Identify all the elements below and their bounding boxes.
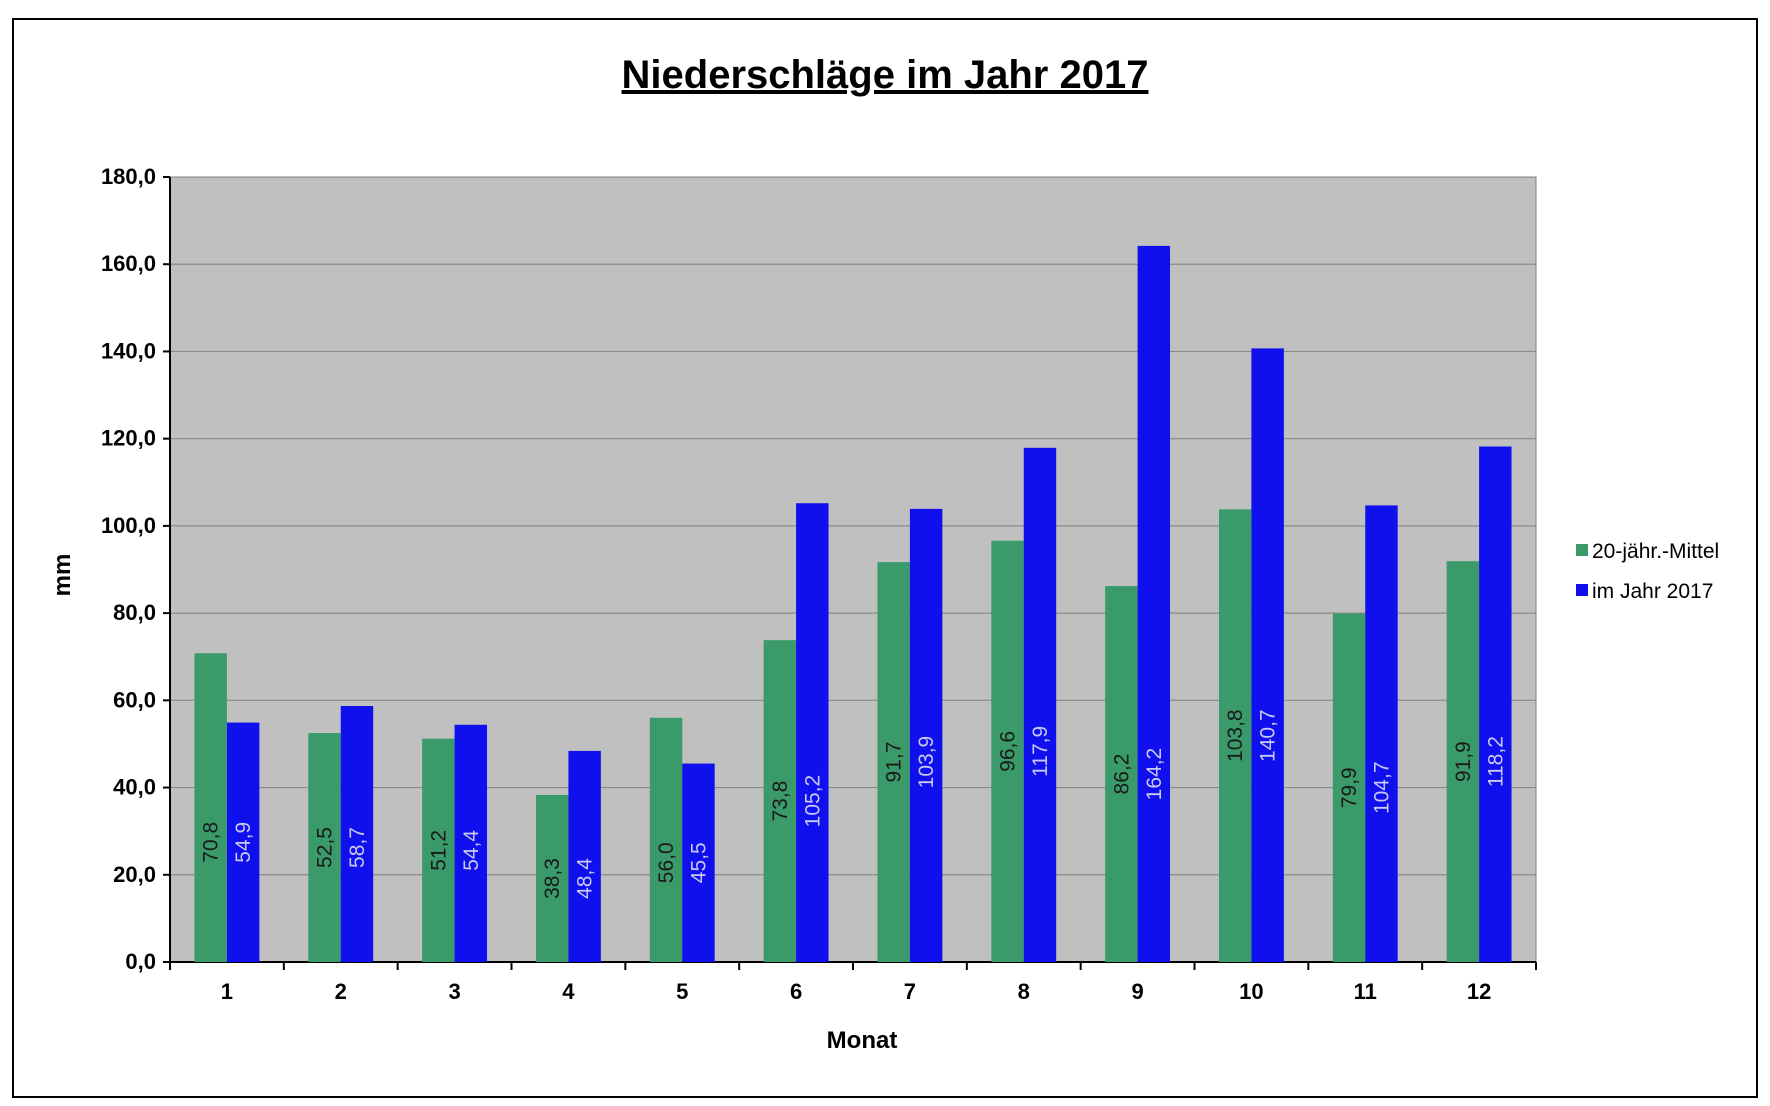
x-tick-label: 5 <box>676 979 688 1004</box>
data-label: 117,9 <box>1029 726 1052 777</box>
data-label: 91,7 <box>883 742 906 783</box>
data-label: 45,5 <box>687 842 710 883</box>
bar <box>1251 348 1284 962</box>
data-label: 54,9 <box>232 822 255 863</box>
bar <box>194 653 227 962</box>
bar <box>340 706 374 962</box>
data-label: 91,9 <box>1452 741 1475 782</box>
bar <box>1023 447 1057 962</box>
y-tick-label: 40,0 <box>113 775 156 800</box>
plot-background <box>169 176 1537 963</box>
x-tick-label: 3 <box>448 979 460 1004</box>
legend-swatch <box>1576 584 1588 596</box>
x-tick-label: 8 <box>1018 979 1030 1004</box>
x-tick-label: 2 <box>335 979 347 1004</box>
legend: 20-jähr.-Mittel im Jahr 2017 <box>1576 540 1719 603</box>
data-label: 86,2 <box>1110 754 1133 795</box>
data-label: 38,3 <box>541 858 564 899</box>
y-tick-label: 180,0 <box>101 164 156 189</box>
bar <box>1365 505 1398 962</box>
data-label: 54,4 <box>460 830 483 871</box>
x-axis-title: Monat <box>827 1027 898 1054</box>
bar <box>1446 561 1480 962</box>
plot-area: 0,0 20,0 40,0 60,0 80,0 100,0 120,0 140,0 160,0 1… <box>101 164 1537 1004</box>
bar <box>682 763 715 962</box>
legend-swatch <box>1576 544 1588 556</box>
legend-label: im Jahr 2017 <box>1592 580 1713 603</box>
bar <box>649 717 683 962</box>
bar <box>1479 446 1512 962</box>
data-label: 103,9 <box>915 736 938 789</box>
legend-label: 20-jähr.-Mittel <box>1592 540 1719 563</box>
x-tick-label: 4 <box>562 979 575 1004</box>
bar <box>909 508 943 962</box>
data-label: 52,5 <box>314 827 337 868</box>
bar <box>991 540 1024 962</box>
x-tick-label: 6 <box>790 979 802 1004</box>
data-label: 140,7 <box>1257 709 1280 762</box>
x-tick-label: 10 <box>1239 979 1263 1004</box>
y-tick-label: 0,0 <box>125 949 156 974</box>
y-tick-label: 20,0 <box>113 862 156 887</box>
bar <box>796 503 829 962</box>
bar <box>1332 613 1366 962</box>
data-label: 104,7 <box>1370 761 1393 814</box>
data-label: 70,8 <box>200 822 223 863</box>
bar <box>1137 245 1171 963</box>
x-tick-label: 11 <box>1354 979 1377 1004</box>
chart-title: Niederschläge im Jahr 2017 <box>622 53 1149 97</box>
bar <box>877 562 910 962</box>
data-label: 48,4 <box>574 858 597 899</box>
y-axis-title: mm <box>49 554 76 597</box>
data-label: 164,2 <box>1143 748 1166 801</box>
bar <box>535 794 569 962</box>
y-tick-label: 140,0 <box>101 338 156 363</box>
y-tick-label: 160,0 <box>101 251 156 276</box>
bar <box>1105 586 1138 962</box>
x-tick-label: 7 <box>904 979 916 1004</box>
bar <box>226 722 260 962</box>
bar <box>454 724 488 962</box>
bar <box>568 750 601 962</box>
x-tick-label: 9 <box>1131 979 1143 1004</box>
y-tick-label: 100,0 <box>101 513 156 538</box>
data-label: 96,6 <box>997 731 1020 772</box>
bar <box>308 733 341 962</box>
data-label: 79,9 <box>1338 767 1361 808</box>
y-tick-label: 120,0 <box>101 426 156 451</box>
data-label: 56,0 <box>655 842 678 883</box>
data-label: 58,7 <box>346 827 369 868</box>
y-tick-label: 80,0 <box>113 600 156 625</box>
x-tick-label: 12 <box>1467 979 1491 1004</box>
data-label: 105,2 <box>801 775 824 828</box>
x-tick-label: 1 <box>221 979 233 1004</box>
bar <box>1218 509 1252 962</box>
bar <box>422 738 455 962</box>
data-label: 103,8 <box>1224 709 1247 762</box>
data-label: 51,2 <box>427 830 450 871</box>
data-label: 73,8 <box>769 781 792 822</box>
bar <box>763 640 797 962</box>
data-label: 118,2 <box>1484 736 1507 787</box>
y-tick-label: 60,0 <box>113 687 156 712</box>
